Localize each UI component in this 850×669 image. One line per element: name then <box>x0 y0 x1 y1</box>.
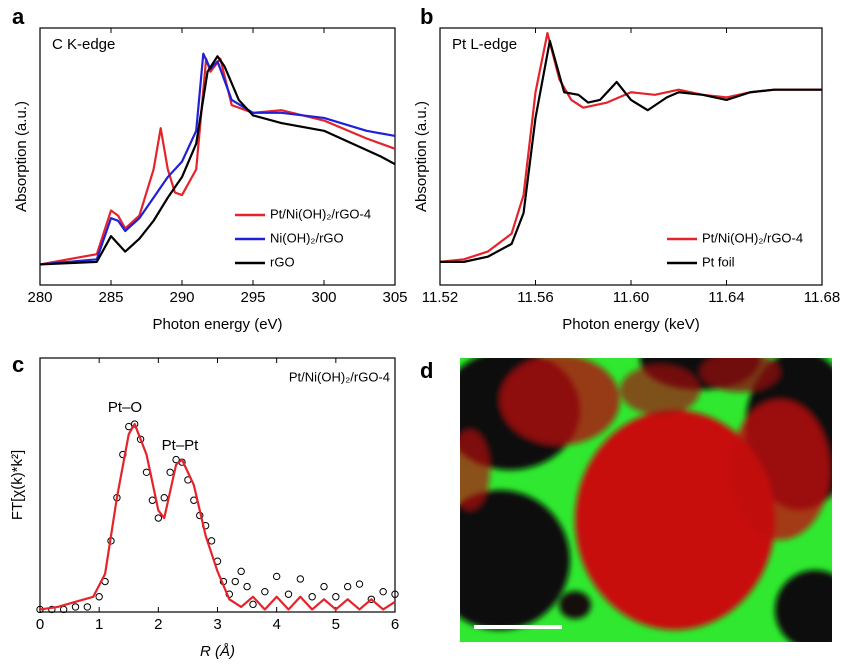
y-axis-label: Absorption (a.u.) <box>413 101 430 212</box>
data-point <box>355 580 364 588</box>
data-point <box>320 582 328 591</box>
data-point <box>48 605 56 614</box>
image-content <box>460 358 832 642</box>
x-axis-label: R (Å) <box>200 643 235 660</box>
panel-label: c <box>12 352 24 377</box>
annotation: Pt–Pt <box>162 437 200 454</box>
x-tick-label: 11.60 <box>613 289 649 306</box>
x-tick-label: 305 <box>382 289 407 306</box>
data-point <box>332 593 340 601</box>
data-point <box>343 582 352 591</box>
legend-label: Pt foil <box>702 254 735 269</box>
data-point <box>207 537 216 545</box>
x-tick-label: 280 <box>27 289 52 306</box>
series-line <box>39 422 396 611</box>
x-tick-label: 4 <box>272 616 280 633</box>
data-point <box>284 590 293 598</box>
x-tick-label: 5 <box>332 616 340 633</box>
y-axis-label: Absorption (a.u.) <box>13 101 30 212</box>
data-point <box>249 600 257 609</box>
y-axis-label: FT[χ(k)*k²] <box>9 450 26 520</box>
x-tick-label: 300 <box>311 289 336 306</box>
legend-label: rGO <box>270 254 295 269</box>
plot-frame <box>39 27 396 286</box>
data-point <box>272 572 281 581</box>
data-point <box>166 468 174 476</box>
data-point <box>308 593 316 601</box>
data-point <box>95 593 103 601</box>
data-point <box>83 603 92 611</box>
data-point <box>243 582 251 591</box>
data-point <box>160 494 168 502</box>
legend-label: Pt/Ni(OH)₂/rGO-4 <box>270 206 371 221</box>
x-tick-label: 290 <box>169 289 194 306</box>
x-tick-label: 11.68 <box>804 289 840 306</box>
data-point <box>71 603 80 611</box>
x-tick-label: 295 <box>240 289 265 306</box>
panel-label: d <box>420 358 433 383</box>
x-tick-label: 1 <box>95 616 103 633</box>
data-point <box>296 575 305 583</box>
x-tick-label: 3 <box>213 616 221 633</box>
data-point <box>261 587 269 596</box>
data-point <box>130 420 139 428</box>
x-tick-label: 11.56 <box>517 289 553 306</box>
data-point <box>231 577 239 586</box>
x-axis-label: Photon energy (keV) <box>562 316 700 333</box>
data-point <box>367 595 376 603</box>
x-tick-label: 11.52 <box>422 289 458 306</box>
x-tick-label: 0 <box>36 616 44 633</box>
data-point <box>379 587 387 596</box>
x-axis-label: Photon energy (eV) <box>152 316 282 333</box>
x-tick-label: 285 <box>98 289 123 306</box>
series-line <box>39 52 396 266</box>
x-tick-label: 6 <box>391 616 399 633</box>
series-line <box>39 57 396 266</box>
series-line <box>39 55 396 266</box>
microscopy-image <box>460 358 832 642</box>
data-point <box>391 590 399 598</box>
panel-caption: C K-edge <box>52 36 115 53</box>
series-line <box>439 32 822 263</box>
plot-frame <box>439 27 823 286</box>
data-point <box>172 455 180 464</box>
data-point <box>154 514 163 522</box>
series-line <box>440 39 822 263</box>
legend-label: Ni(OH)₂/rGO <box>270 230 344 245</box>
annotation: Pt–O <box>108 399 142 416</box>
data-point <box>136 435 145 443</box>
x-tick-label: 2 <box>154 616 162 633</box>
legend-label: Pt/Ni(OH)₂/rGO-4 <box>702 230 803 245</box>
panel-caption: Pt/Ni(OH)₂/rGO-4 <box>289 369 390 384</box>
x-tick-label: 11.64 <box>708 289 744 306</box>
data-point <box>237 567 245 576</box>
panel-label: b <box>420 4 433 29</box>
panel-caption: Pt L-edge <box>452 36 517 53</box>
panel-label: a <box>12 4 25 29</box>
